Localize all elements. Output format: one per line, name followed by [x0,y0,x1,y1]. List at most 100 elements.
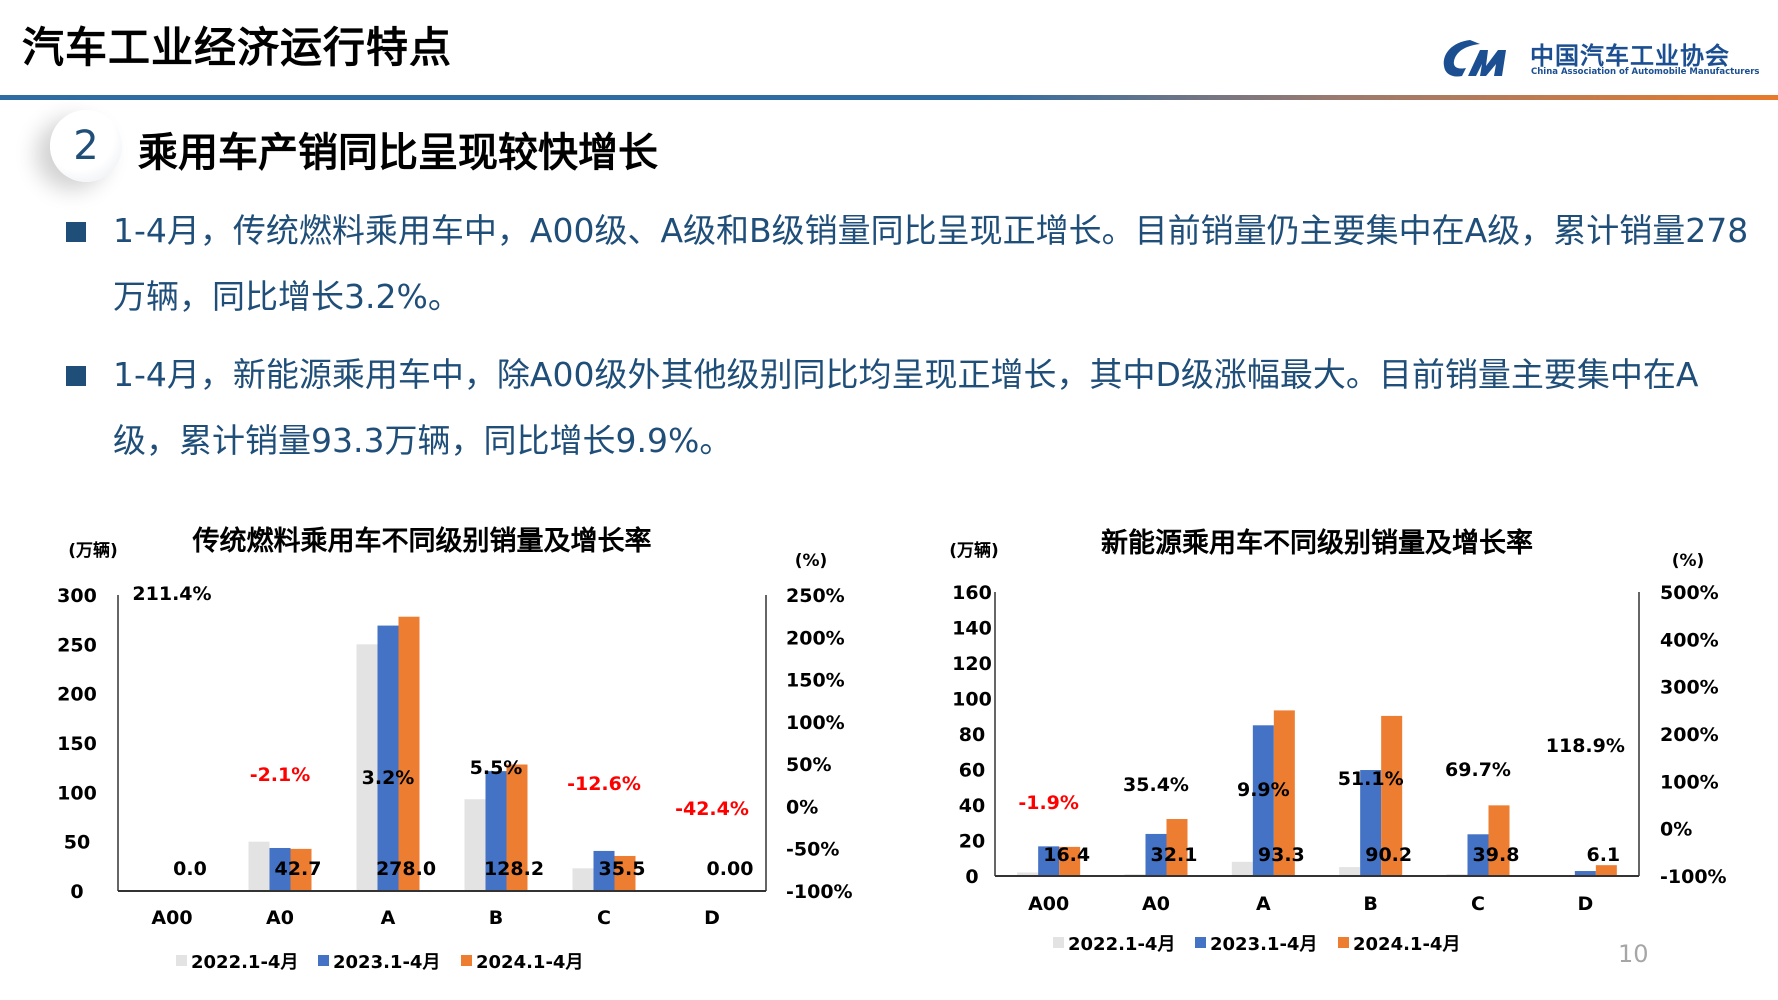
chart2-y2-tick-label: -100% [1660,866,1727,888]
chart1-y2-tick-label: 0% [786,796,818,818]
chart1-legend-swatch [461,955,472,966]
section-title: 乘用车产销同比呈现较快增长 [138,130,658,176]
chart1-category-label: A00 [151,907,192,929]
chart1-value-label: 35.5 [599,858,646,880]
chart2-growth-label: 35.4% [1123,774,1189,796]
chart2-y2-tick-label: 300% [1660,677,1719,699]
chart2-category-label: C [1471,893,1485,915]
chart1-y2-tick-label: 200% [786,627,845,649]
chart2-growth-label: 69.7% [1445,759,1511,781]
chart1-bar-2024 [614,855,636,891]
chart1-category-label: A [381,907,396,929]
chart2-y-tick-label: 40 [959,795,985,817]
chart2-bar-2022 [1339,867,1361,876]
chart1-bar-2024 [398,616,420,891]
chart2-bar-2022 [1017,872,1039,876]
chart2-growth-label: 118.9% [1546,735,1625,757]
chart1-y-tick-label: 100 [57,782,97,804]
chart2-growth-label: 9.9% [1237,779,1290,801]
chart1-category-label: D [704,907,720,929]
chart2-y-tick-label: 80 [959,724,985,746]
chart1-category-label: B [489,907,503,929]
chart2-y2-tick-label: 500% [1660,582,1719,604]
chart1-y2-tick-label: 100% [786,712,845,734]
chart2-y-tick-label: 100 [952,689,992,711]
chart2-value-label: 16.4 [1043,844,1090,866]
chart1-legend-swatch [318,955,329,966]
chart2-category-label: A [1256,893,1271,915]
chart2-category-label: A0 [1142,893,1170,915]
chart1-y-tick-label: 300 [57,585,97,607]
chart1-y2-tick-label: 250% [786,585,845,607]
chart1-y2-tick-label: -100% [786,881,853,903]
chart2-y2-tick-label: 400% [1660,629,1719,651]
chart2-bar-2023 [1467,834,1489,876]
chart2-title: 新能源乘用车不同级别销量及增长率 [1101,527,1533,559]
chart1-growth-label: 211.4% [132,583,211,605]
chart1-bar-2023 [485,771,507,891]
chart1-y-tick-label: 0 [70,881,83,903]
chart1-legend-label: 2023.1-4月 [333,952,440,973]
bullet-text-nev: 1-4月，新能源乘用车中，除A00级外其他级别同比均呈现正增长，其中D级涨幅最大… [113,355,1699,460]
chart2-legend-label: 2024.1-4月 [1353,934,1460,955]
chart2-legend-label: 2022.1-4月 [1068,934,1175,955]
chart2-value-label: 6.1 [1586,844,1620,866]
chart2-growth-label: 51.1% [1338,768,1404,790]
chart1-growth-label: 3.2% [362,767,415,789]
page-title: 汽车工业经济运行特点 [22,23,453,72]
bullet-square-icon [66,366,86,386]
chart1-bar-2023 [593,850,615,891]
page-number: 10 [1618,940,1649,968]
section-number-badge: 2 [50,110,122,182]
caam-logo-icon [1443,40,1506,77]
chart2-bar-2023 [1360,770,1382,876]
chart1-value-label: 42.7 [275,858,322,880]
chart1-bar-2022 [572,868,594,891]
chart2-category-label: B [1363,893,1377,915]
chart2-bar-2024 [1166,819,1188,876]
chart1-bar-2024 [290,848,312,891]
chart2-bar-2023 [1252,725,1274,876]
chart1-y-tick-label: 200 [57,684,97,706]
chart1-value-label: 0.00 [707,858,754,880]
chart1-legend-swatch [176,955,187,966]
chart1-y-tick-label: 150 [57,733,97,755]
chart1-value-label: 128.2 [484,858,544,880]
logo-text-cn: 中国汽车工业协会 [1530,42,1730,70]
chart1-legend-label: 2024.1-4月 [476,952,583,973]
chart2-legend-swatch [1195,937,1206,948]
chart1-bar-2022 [356,644,378,891]
chart2-y2-tick-label: 0% [1660,819,1692,841]
chart2-value-label: 90.2 [1365,844,1412,866]
chart1-bar-2023 [377,625,399,891]
chart1-category-label: A0 [266,907,294,929]
chart2-value-label: 93.3 [1258,844,1305,866]
chart1-growth-label: 5.5% [470,757,523,779]
chart2-bar-2023 [1145,833,1167,876]
chart2-legend-swatch [1053,937,1064,948]
chart1-legend-label: 2022.1-4月 [191,952,298,973]
chart1-value-label: 0.0 [173,858,207,880]
chart1-growth-label: -12.6% [567,773,641,795]
chart2-bar-2022 [1231,861,1253,876]
chart1-title: 传统燃料乘用车不同级别销量及增长率 [192,525,652,557]
chart1-bar-2022 [464,799,486,891]
chart2-y2-tick-label: 100% [1660,771,1719,793]
chart1-y2-tick-label: 50% [786,754,831,776]
chart2-bar-2024 [1381,715,1403,876]
chart2-value-label: 39.8 [1473,844,1520,866]
chart1-y2-unit-label: (%) [795,551,828,571]
chart2-y-tick-label: 140 [952,618,992,640]
chart1-growth-label: -2.1% [250,764,311,786]
bullet-text-fuel: 1-4月，传统燃料乘用车中，A00级、A级和B级销量同比呈现正增长。目前销量仍主… [113,211,1749,316]
bullet-square-icon [66,222,86,242]
chart2-growth-label: -1.9% [1018,792,1079,814]
chart2-y-tick-label: 120 [952,653,992,675]
chart2-value-label: 32.1 [1151,844,1198,866]
chart2-bar-2024 [1488,805,1510,876]
chart1-y2-tick-label: -50% [786,839,839,861]
chart2-legend-label: 2023.1-4月 [1210,934,1317,955]
chart2-bar-2024 [1273,710,1295,876]
chart1-y2-tick-label: 150% [786,670,845,692]
